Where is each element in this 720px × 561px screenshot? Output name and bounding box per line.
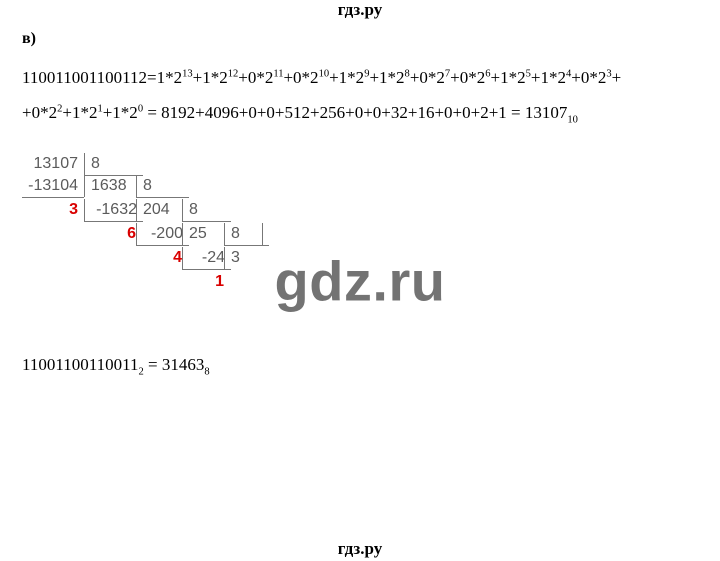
quotient-4: 3 bbox=[224, 247, 269, 269]
part-label: в) bbox=[22, 30, 698, 48]
divisor-3: 8 bbox=[182, 199, 231, 222]
sub-2: -1632 bbox=[84, 199, 143, 222]
expansion-line-2: +0*22+1*21+1*20 = 8192+4096+0+0+512+256+… bbox=[22, 101, 698, 128]
long-division-cascade: 13107 8 -13104 1638 3 8 -1632 204 6 8 -2… bbox=[22, 153, 698, 353]
sub-1: -13104 bbox=[22, 175, 84, 198]
quotient-1: 1638 bbox=[84, 175, 143, 197]
remainder-2: 6 bbox=[84, 223, 142, 245]
remainder-3: 4 bbox=[136, 247, 188, 269]
remainder-4: 1 bbox=[182, 271, 230, 293]
final-answer: 110011001100112 = 314638 bbox=[22, 355, 698, 377]
remainder-1: 3 bbox=[22, 199, 84, 221]
divisor-2: 8 bbox=[136, 175, 189, 198]
page-content: в) 110011001100112=1*213+1*212+0*211+0*2… bbox=[0, 20, 720, 378]
site-header: гдз.ру bbox=[0, 0, 720, 20]
dividend-1: 13107 bbox=[22, 153, 84, 175]
site-footer: гдз.ру bbox=[0, 539, 720, 559]
expansion-line-1: 110011001100112=1*213+1*212+0*211+0*210+… bbox=[22, 66, 698, 91]
divisor-1: 8 bbox=[84, 153, 143, 176]
